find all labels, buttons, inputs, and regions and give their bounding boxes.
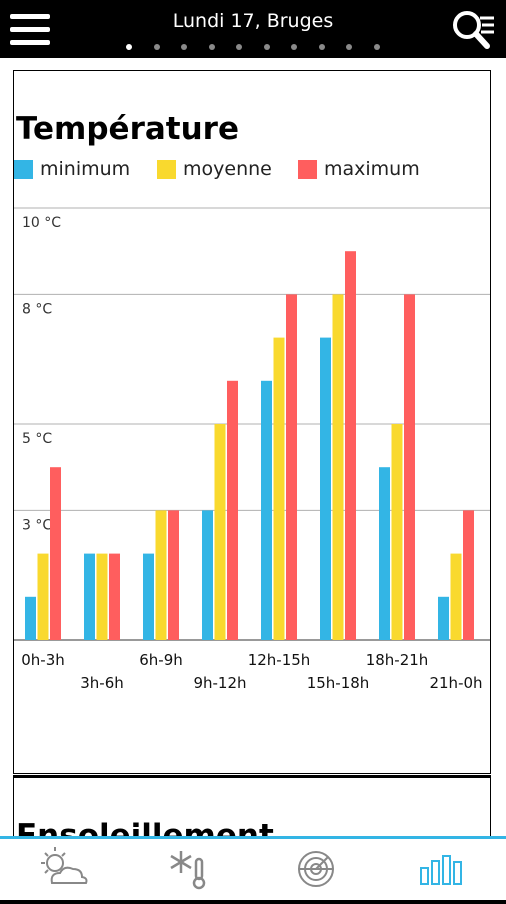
bar-moyenne bbox=[332, 294, 344, 640]
card-title: Ensoleillement bbox=[16, 818, 274, 836]
sun-cloud-icon bbox=[41, 847, 88, 884]
content-area[interactable]: Température minimum moyenne maximum 10 °… bbox=[0, 58, 506, 836]
temperature-chart: 10 °C 8 °C 5 °C 3 °C 0h-3h 3h-6h 6h-9h 9h-12h12… bbox=[14, 207, 490, 692]
bar-moyenne bbox=[214, 424, 226, 640]
page-dot bbox=[181, 44, 187, 50]
page-dot bbox=[291, 44, 297, 50]
page-dot bbox=[263, 44, 270, 50]
radar-icon bbox=[298, 851, 334, 887]
page-indicator bbox=[0, 44, 506, 56]
bar-moyenne bbox=[273, 337, 285, 640]
card-title: Température bbox=[16, 111, 239, 147]
bar-maximum bbox=[404, 294, 415, 640]
bar-minimum bbox=[143, 553, 154, 640]
bar-chart-icon bbox=[420, 855, 462, 885]
menu-icon[interactable] bbox=[10, 14, 50, 46]
search-list-icon[interactable] bbox=[450, 6, 500, 52]
legend-label: moyenne bbox=[183, 158, 272, 180]
bar-maximum bbox=[50, 467, 61, 640]
page-dot bbox=[373, 44, 380, 50]
bar-maximum bbox=[463, 510, 474, 640]
page-dot bbox=[236, 44, 242, 50]
legend-label: maximum bbox=[324, 158, 420, 180]
bar-moyenne bbox=[37, 553, 49, 640]
bar-minimum bbox=[438, 596, 449, 640]
bar-minimum bbox=[202, 510, 213, 640]
legend-swatch bbox=[14, 160, 33, 179]
bar-minimum bbox=[25, 596, 36, 640]
bar-maximum bbox=[286, 294, 297, 640]
y-tick-label: 8 °C bbox=[22, 301, 52, 317]
tab-radar[interactable] bbox=[252, 839, 378, 900]
bar-minimum bbox=[320, 337, 331, 640]
bar-moyenne bbox=[155, 510, 167, 640]
y-tick-label: 3 °C bbox=[22, 517, 52, 533]
x-tick-label: 12h-15h bbox=[248, 651, 311, 669]
legend-swatch bbox=[298, 160, 317, 179]
bar-maximum bbox=[168, 510, 179, 640]
legend-swatch bbox=[157, 160, 176, 179]
page-dot bbox=[126, 44, 132, 50]
x-tick-label: 9h-12h bbox=[193, 674, 246, 692]
x-tick-label: 6h-9h bbox=[139, 651, 183, 669]
sunshine-card: Ensoleillement bbox=[13, 775, 491, 836]
y-tick-label: 5 °C bbox=[22, 431, 52, 447]
bar-moyenne bbox=[391, 424, 403, 640]
bar-moyenne bbox=[96, 553, 108, 640]
page-dot bbox=[346, 44, 352, 50]
tab-frost[interactable] bbox=[126, 839, 252, 900]
temperature-card: Température minimum moyenne maximum 10 °… bbox=[13, 70, 491, 774]
bar-moyenne bbox=[450, 553, 462, 640]
tab-weather[interactable] bbox=[0, 839, 126, 900]
x-tick-label: 15h-18h bbox=[307, 674, 370, 692]
bar-maximum bbox=[109, 553, 120, 640]
top-bar: Lundi 17, Bruges bbox=[0, 0, 506, 58]
x-tick-label: 18h-21h bbox=[366, 651, 429, 669]
tab-charts[interactable] bbox=[378, 839, 504, 900]
snowflake-thermometer-icon bbox=[170, 851, 206, 890]
bar-maximum bbox=[227, 380, 238, 640]
legend-label: minimum bbox=[40, 158, 131, 180]
bar-minimum bbox=[84, 553, 95, 640]
bottom-tab-bar bbox=[0, 836, 506, 900]
page-title: Lundi 17, Bruges bbox=[172, 10, 334, 32]
bar-minimum bbox=[261, 380, 272, 640]
y-tick-label: 10 °C bbox=[22, 215, 61, 231]
x-tick-label: 0h-3h bbox=[21, 651, 65, 669]
page-dot bbox=[153, 44, 160, 50]
x-tick-label: 21h-0h bbox=[429, 674, 482, 692]
bar-maximum bbox=[345, 251, 356, 640]
x-tick-label: 3h-6h bbox=[80, 674, 124, 692]
page-dot bbox=[318, 44, 325, 50]
bar-minimum bbox=[379, 467, 390, 640]
page-dot bbox=[208, 44, 215, 50]
